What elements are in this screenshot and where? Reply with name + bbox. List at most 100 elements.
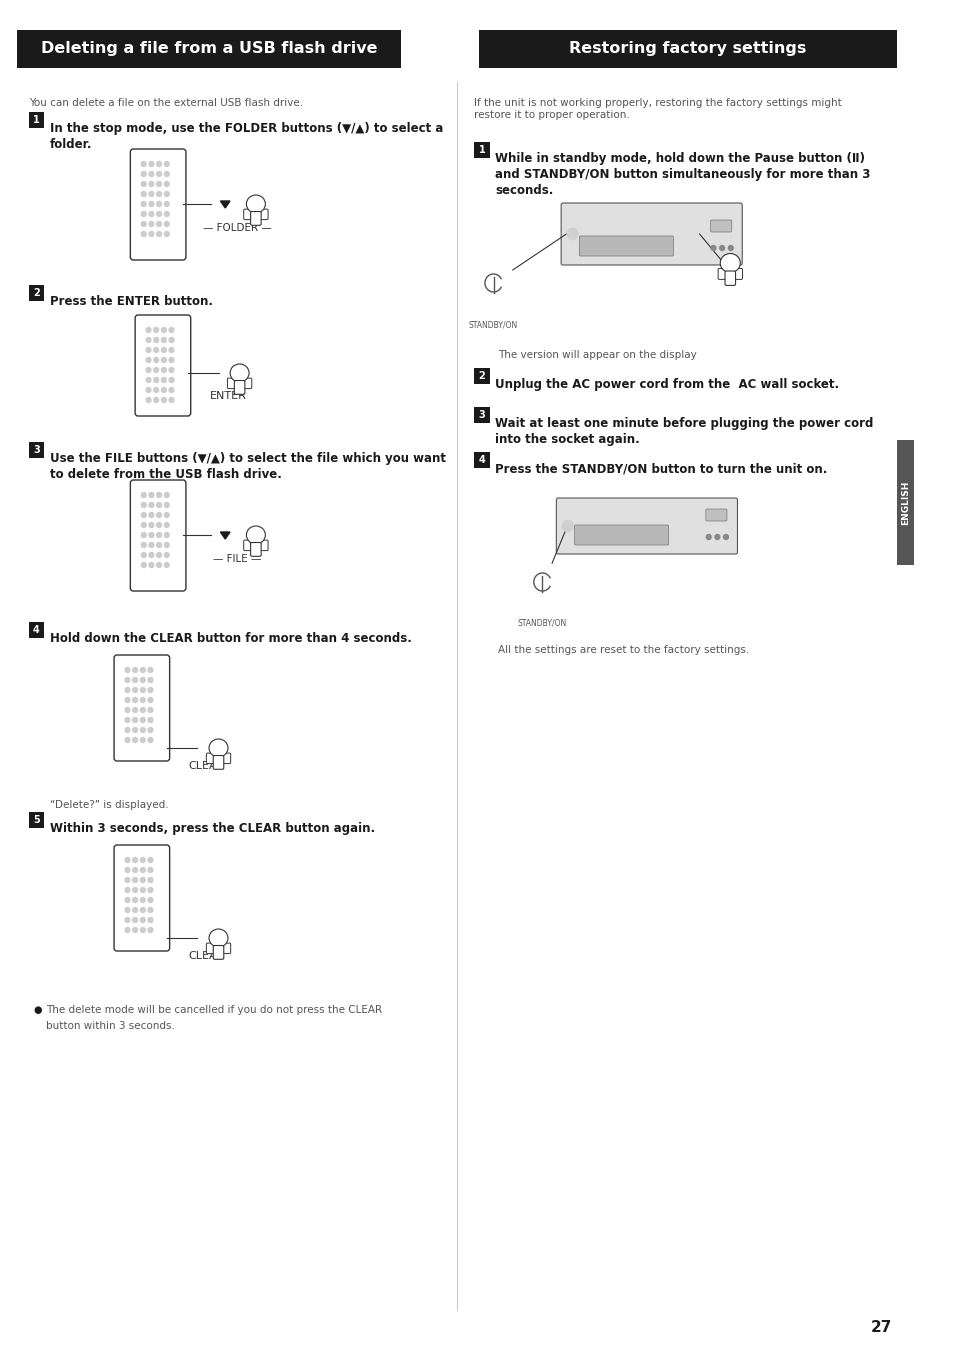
Circle shape: [140, 698, 145, 702]
Circle shape: [148, 737, 152, 742]
Circle shape: [140, 737, 145, 742]
Text: Within 3 seconds, press the CLEAR button again.: Within 3 seconds, press the CLEAR button…: [50, 822, 375, 836]
Circle shape: [156, 231, 161, 236]
Circle shape: [164, 563, 169, 567]
Text: Press the STANDBY/ON button to turn the unit on.: Press the STANDBY/ON button to turn the …: [495, 462, 827, 475]
Text: — FOLDER —: — FOLDER —: [203, 223, 272, 234]
FancyBboxPatch shape: [17, 30, 400, 68]
Circle shape: [132, 868, 137, 872]
Circle shape: [722, 535, 727, 540]
FancyBboxPatch shape: [578, 236, 673, 256]
Polygon shape: [220, 532, 230, 539]
Circle shape: [141, 171, 146, 177]
Circle shape: [140, 678, 145, 683]
Circle shape: [164, 543, 169, 548]
Text: ENTER: ENTER: [210, 392, 246, 401]
FancyBboxPatch shape: [574, 525, 668, 545]
Circle shape: [714, 535, 719, 540]
FancyBboxPatch shape: [213, 756, 224, 770]
Ellipse shape: [246, 194, 265, 213]
Circle shape: [132, 717, 137, 722]
Circle shape: [140, 728, 145, 733]
Circle shape: [125, 698, 130, 702]
Circle shape: [164, 522, 169, 528]
FancyBboxPatch shape: [474, 369, 489, 383]
FancyBboxPatch shape: [29, 112, 44, 128]
Circle shape: [161, 328, 166, 332]
Circle shape: [141, 493, 146, 498]
Circle shape: [213, 522, 236, 547]
Circle shape: [146, 378, 151, 382]
FancyBboxPatch shape: [733, 269, 741, 279]
Text: Use the FILE buttons (▼/▲) to select the file which you want: Use the FILE buttons (▼/▲) to select the…: [50, 452, 445, 464]
Circle shape: [710, 246, 715, 251]
FancyBboxPatch shape: [29, 811, 44, 828]
Circle shape: [149, 493, 153, 498]
Text: button within 3 seconds.: button within 3 seconds.: [46, 1021, 174, 1031]
Circle shape: [141, 162, 146, 166]
Circle shape: [164, 532, 169, 537]
Circle shape: [146, 397, 151, 402]
Circle shape: [141, 221, 146, 227]
Circle shape: [146, 347, 151, 352]
Text: 1: 1: [33, 115, 40, 126]
Circle shape: [125, 878, 130, 883]
Circle shape: [141, 231, 146, 236]
Circle shape: [153, 378, 158, 382]
Text: ENGLISH: ENGLISH: [901, 481, 909, 525]
Circle shape: [132, 737, 137, 742]
Circle shape: [164, 493, 169, 498]
Circle shape: [141, 212, 146, 216]
Circle shape: [474, 263, 512, 302]
FancyBboxPatch shape: [478, 30, 896, 68]
Circle shape: [164, 181, 169, 186]
Circle shape: [149, 231, 153, 236]
Text: The version will appear on the display: The version will appear on the display: [497, 350, 697, 360]
FancyBboxPatch shape: [221, 944, 231, 953]
Circle shape: [156, 212, 161, 216]
Circle shape: [169, 338, 173, 343]
Circle shape: [132, 698, 137, 702]
Circle shape: [169, 358, 173, 363]
Circle shape: [156, 502, 161, 508]
FancyBboxPatch shape: [234, 381, 245, 394]
Circle shape: [125, 887, 130, 892]
Circle shape: [164, 162, 169, 166]
Circle shape: [161, 378, 166, 382]
Circle shape: [156, 522, 161, 528]
Circle shape: [146, 358, 151, 363]
Circle shape: [149, 181, 153, 186]
Circle shape: [727, 246, 733, 251]
Circle shape: [523, 562, 561, 602]
Circle shape: [164, 231, 169, 236]
Circle shape: [132, 857, 137, 863]
Text: “Delete?” is displayed.: “Delete?” is displayed.: [50, 801, 169, 810]
Circle shape: [153, 397, 158, 402]
FancyBboxPatch shape: [251, 212, 261, 225]
FancyBboxPatch shape: [29, 285, 44, 301]
Circle shape: [125, 707, 130, 713]
FancyBboxPatch shape: [243, 209, 253, 220]
Circle shape: [561, 520, 573, 532]
Text: 3: 3: [33, 446, 40, 455]
Circle shape: [213, 192, 236, 216]
Circle shape: [141, 532, 146, 537]
Circle shape: [156, 552, 161, 558]
Circle shape: [149, 552, 153, 558]
Text: You can delete a file on the external USB flash drive.: You can delete a file on the external US…: [29, 99, 302, 108]
Circle shape: [148, 918, 152, 922]
Circle shape: [148, 868, 152, 872]
Circle shape: [148, 898, 152, 903]
Text: ●: ●: [33, 1004, 42, 1015]
Circle shape: [149, 543, 153, 548]
Text: 5: 5: [33, 815, 40, 825]
Circle shape: [156, 171, 161, 177]
Text: If the unit is not working properly, restoring the factory settings might
restor: If the unit is not working properly, res…: [474, 99, 841, 120]
Text: 2: 2: [33, 288, 40, 298]
Circle shape: [141, 522, 146, 528]
Text: CLEAR: CLEAR: [189, 761, 225, 771]
Circle shape: [149, 502, 153, 508]
Text: 1: 1: [478, 144, 485, 155]
FancyBboxPatch shape: [221, 753, 231, 764]
Ellipse shape: [230, 364, 249, 382]
